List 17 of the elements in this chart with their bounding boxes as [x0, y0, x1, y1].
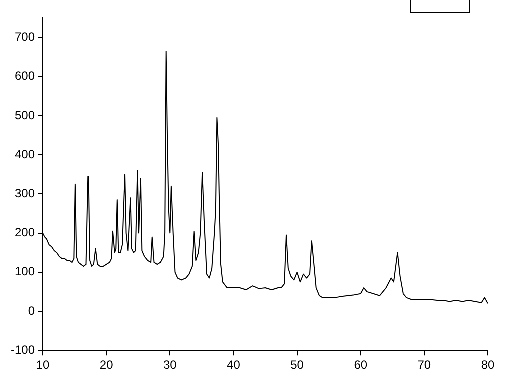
y-tick-label: 600 [14, 69, 36, 84]
x-tick-label: 40 [227, 358, 241, 372]
x-tick-label: 80 [481, 358, 495, 372]
y-tick-label: 100 [14, 264, 36, 279]
y-tick-label: 300 [14, 186, 36, 200]
y-tick-label: 400 [14, 147, 36, 162]
y-tick-label: 200 [14, 226, 36, 240]
x-tick-label: 70 [418, 358, 432, 372]
x-tick-label: 10 [36, 358, 50, 372]
y-tick-label: 700 [14, 30, 36, 44]
x-tick-label: 50 [290, 358, 304, 372]
x-tick-label: 30 [163, 358, 178, 372]
y-tick-label: -100 [10, 342, 36, 357]
y-tick-label: 500 [14, 108, 36, 122]
x-tick-label: 20 [100, 358, 114, 372]
y-tick-label: 0 [28, 304, 36, 318]
x-tick-label: 60 [354, 358, 368, 372]
